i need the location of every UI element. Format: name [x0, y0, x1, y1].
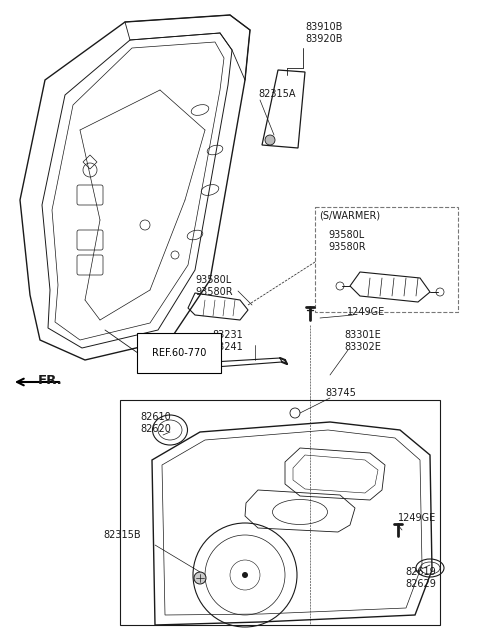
Text: 1249GE: 1249GE	[347, 307, 385, 317]
Text: REF.60-770: REF.60-770	[152, 348, 206, 358]
Text: 82610
82620: 82610 82620	[140, 412, 171, 434]
Circle shape	[242, 572, 248, 578]
Text: 83745: 83745	[325, 388, 356, 398]
Text: 83301E
83302E: 83301E 83302E	[344, 330, 381, 352]
Circle shape	[194, 572, 206, 584]
Text: 93580L
93580R: 93580L 93580R	[195, 275, 233, 297]
Text: FR.: FR.	[38, 374, 63, 387]
Text: 93580L
93580R: 93580L 93580R	[328, 230, 366, 252]
Text: 83231
83241: 83231 83241	[212, 330, 243, 352]
Text: (S/WARMER): (S/WARMER)	[319, 210, 380, 220]
Text: 1249GE: 1249GE	[398, 513, 436, 523]
Circle shape	[265, 135, 275, 145]
Text: 83910B
83920B: 83910B 83920B	[305, 22, 343, 45]
Text: 82315B: 82315B	[103, 530, 141, 540]
Text: 82315A: 82315A	[258, 89, 296, 99]
Text: 82619
82629: 82619 82629	[405, 567, 436, 589]
